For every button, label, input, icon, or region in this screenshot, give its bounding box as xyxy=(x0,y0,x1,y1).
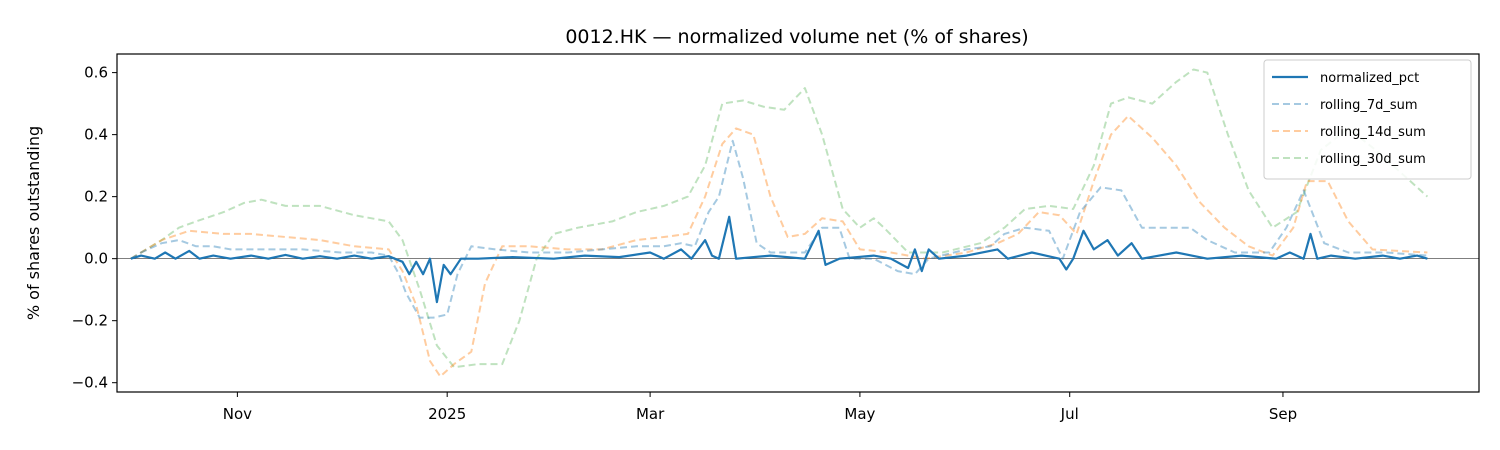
chart-title: 0012.HK — normalized volume net (% of sh… xyxy=(565,26,1028,48)
legend: normalized_pct rolling_7d_sum rolling_14d_… xyxy=(1263,59,1472,180)
legend-label-normalized_pct: normalized_pct xyxy=(1320,71,1419,86)
series-line-rolling_30d_sum xyxy=(130,68,1429,369)
series-line-normalized_pct xyxy=(130,215,1428,304)
x-tick-label: 2025 xyxy=(428,405,466,423)
y-tick-label: 0.2 xyxy=(84,188,108,206)
legend-label-rolling_14d_sum: rolling_14d_sum xyxy=(1320,125,1426,140)
y-tick-label: 0.6 xyxy=(84,64,108,82)
legend-label-rolling_7d_sum: rolling_7d_sum xyxy=(1320,98,1418,113)
y-tick-label: 0.4 xyxy=(84,126,108,144)
y-axis-label: % of shares outstanding xyxy=(24,126,43,320)
legend-label-rolling_30d_sum: rolling_30d_sum xyxy=(1320,152,1426,167)
y-tick-label: −0.2 xyxy=(72,312,108,330)
x-tick-label: Nov xyxy=(223,405,252,423)
x-tick-label: May xyxy=(844,405,875,423)
series-line-rolling_7d_sum xyxy=(130,139,1428,319)
plot-frame xyxy=(116,53,1480,393)
y-tick-label: −0.4 xyxy=(72,374,108,392)
x-tick-label: Sep xyxy=(1269,405,1297,423)
x-tick-label: Mar xyxy=(636,405,665,423)
x-tick-label: Jul xyxy=(1060,405,1079,423)
series-line-rolling_14d_sum xyxy=(130,115,1428,378)
y-tick-label: 0.0 xyxy=(84,250,108,268)
legend-box xyxy=(1263,59,1472,180)
